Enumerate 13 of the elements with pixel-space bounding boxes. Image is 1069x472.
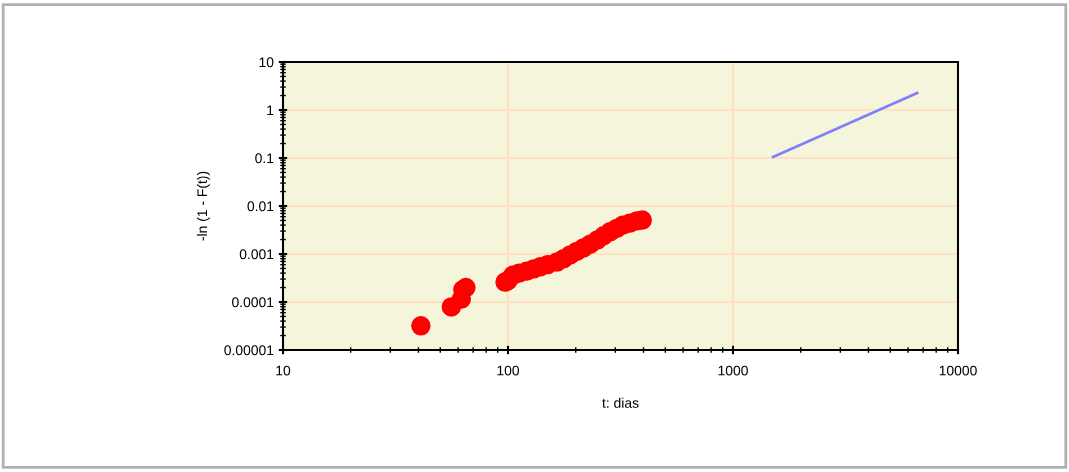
y-tick-label: 0.1 — [255, 153, 274, 164]
x-axis-title: t: dias — [602, 397, 639, 408]
y-tick-label: 0.0001 — [232, 297, 274, 308]
x-tick-label: 1000 — [718, 365, 748, 376]
y-tick-label: 0.001 — [239, 249, 274, 260]
y-tick-label: 10 — [259, 57, 274, 68]
x-tick-label: 10 — [276, 365, 291, 376]
y-tick-label: 0.01 — [247, 201, 274, 212]
y-tick-label: 1 — [267, 105, 274, 116]
x-tick-label: 100 — [497, 365, 520, 376]
y-axis-title: -ln (1 - F(t)) — [196, 171, 210, 241]
x-tick-label: 10000 — [939, 365, 977, 376]
y-tick-label: 0.00001 — [224, 345, 274, 356]
